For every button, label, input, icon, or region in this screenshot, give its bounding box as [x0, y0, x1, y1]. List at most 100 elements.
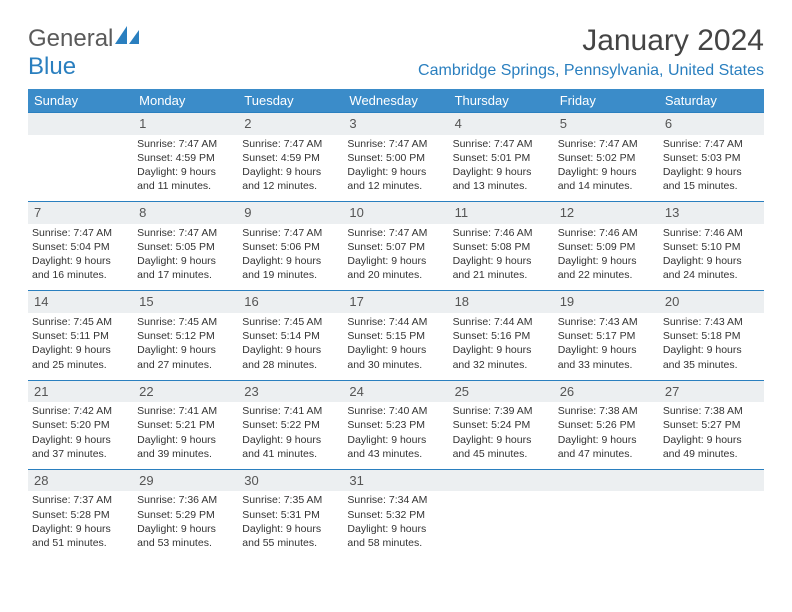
daylight-text-2: and 25 minutes.: [32, 358, 129, 372]
day-number: 22: [133, 380, 238, 402]
sunrise-text: Sunrise: 7:47 AM: [558, 137, 655, 151]
sunset-text: Sunset: 5:02 PM: [558, 151, 655, 165]
sunrise-text: Sunrise: 7:44 AM: [347, 315, 444, 329]
day-number: 3: [343, 113, 448, 135]
day-cell: Sunrise: 7:35 AMSunset: 5:31 PMDaylight:…: [238, 491, 343, 558]
weekday-header: Thursday: [449, 89, 554, 113]
daylight-text: Daylight: 9 hours: [242, 433, 339, 447]
day-number: 31: [343, 469, 448, 491]
daylight-text-2: and 35 minutes.: [663, 358, 760, 372]
daylight-text-2: and 51 minutes.: [32, 536, 129, 550]
day-cell: [28, 135, 133, 202]
daylight-text: Daylight: 9 hours: [32, 254, 129, 268]
weekday-header-row: SundayMondayTuesdayWednesdayThursdayFrid…: [28, 89, 764, 113]
daylight-text-2: and 21 minutes.: [453, 268, 550, 282]
daylight-text: Daylight: 9 hours: [137, 522, 234, 536]
day-number: 9: [238, 202, 343, 224]
month-title: January 2024: [418, 24, 764, 58]
daynum-row: 28293031: [28, 469, 764, 491]
day-number: 28: [28, 469, 133, 491]
day-cell: Sunrise: 7:47 AMSunset: 5:07 PMDaylight:…: [343, 224, 448, 291]
sunrise-text: Sunrise: 7:47 AM: [663, 137, 760, 151]
weekday-header: Wednesday: [343, 89, 448, 113]
daylight-text-2: and 39 minutes.: [137, 447, 234, 461]
daylight-text-2: and 41 minutes.: [242, 447, 339, 461]
weekday-header: Monday: [133, 89, 238, 113]
sunrise-text: Sunrise: 7:38 AM: [558, 404, 655, 418]
day-number: 7: [28, 202, 133, 224]
daylight-text-2: and 24 minutes.: [663, 268, 760, 282]
day-number: 14: [28, 291, 133, 313]
sunrise-text: Sunrise: 7:37 AM: [32, 493, 129, 507]
daylight-text-2: and 12 minutes.: [347, 179, 444, 193]
sunset-text: Sunset: 5:10 PM: [663, 240, 760, 254]
daylight-text-2: and 55 minutes.: [242, 536, 339, 550]
sunset-text: Sunset: 5:16 PM: [453, 329, 550, 343]
day-cell: Sunrise: 7:38 AMSunset: 5:26 PMDaylight:…: [554, 402, 659, 469]
sunset-text: Sunset: 4:59 PM: [242, 151, 339, 165]
daylight-text: Daylight: 9 hours: [663, 433, 760, 447]
sunset-text: Sunset: 4:59 PM: [137, 151, 234, 165]
daylight-text: Daylight: 9 hours: [32, 433, 129, 447]
daylight-text-2: and 17 minutes.: [137, 268, 234, 282]
daylight-text: Daylight: 9 hours: [242, 165, 339, 179]
sunset-text: Sunset: 5:11 PM: [32, 329, 129, 343]
daylight-text-2: and 14 minutes.: [558, 179, 655, 193]
daylight-text-2: and 12 minutes.: [242, 179, 339, 193]
daylight-text-2: and 27 minutes.: [137, 358, 234, 372]
sunrise-text: Sunrise: 7:47 AM: [347, 137, 444, 151]
day-number: 10: [343, 202, 448, 224]
day-cell: Sunrise: 7:47 AMSunset: 5:00 PMDaylight:…: [343, 135, 448, 202]
day-number: 6: [659, 113, 764, 135]
day-number: 19: [554, 291, 659, 313]
day-cell: Sunrise: 7:47 AMSunset: 5:06 PMDaylight:…: [238, 224, 343, 291]
sunrise-text: Sunrise: 7:46 AM: [453, 226, 550, 240]
daylight-text: Daylight: 9 hours: [453, 165, 550, 179]
logo-text: GeneralBlue: [28, 24, 141, 81]
daylight-text: Daylight: 9 hours: [137, 165, 234, 179]
daylight-text: Daylight: 9 hours: [137, 343, 234, 357]
logo-text-gray: General: [28, 25, 113, 52]
day-cell: Sunrise: 7:36 AMSunset: 5:29 PMDaylight:…: [133, 491, 238, 558]
daynum-row: 78910111213: [28, 202, 764, 224]
daylight-text: Daylight: 9 hours: [453, 433, 550, 447]
daylight-text: Daylight: 9 hours: [242, 522, 339, 536]
daylight-text: Daylight: 9 hours: [663, 165, 760, 179]
day-cell: Sunrise: 7:37 AMSunset: 5:28 PMDaylight:…: [28, 491, 133, 558]
sunset-text: Sunset: 5:27 PM: [663, 418, 760, 432]
day-cell: Sunrise: 7:41 AMSunset: 5:21 PMDaylight:…: [133, 402, 238, 469]
sunrise-text: Sunrise: 7:44 AM: [453, 315, 550, 329]
day-number: [659, 469, 764, 491]
daynum-row: 123456: [28, 113, 764, 135]
sunrise-text: Sunrise: 7:35 AM: [242, 493, 339, 507]
sunset-text: Sunset: 5:23 PM: [347, 418, 444, 432]
sunrise-text: Sunrise: 7:42 AM: [32, 404, 129, 418]
daylight-text: Daylight: 9 hours: [453, 254, 550, 268]
day-number: 8: [133, 202, 238, 224]
day-cell: Sunrise: 7:47 AMSunset: 5:02 PMDaylight:…: [554, 135, 659, 202]
daylight-text: Daylight: 9 hours: [347, 165, 444, 179]
day-number: 17: [343, 291, 448, 313]
sunrise-text: Sunrise: 7:43 AM: [558, 315, 655, 329]
day-number: 24: [343, 380, 448, 402]
sunset-text: Sunset: 5:20 PM: [32, 418, 129, 432]
day-number: [28, 113, 133, 135]
day-cell: Sunrise: 7:41 AMSunset: 5:22 PMDaylight:…: [238, 402, 343, 469]
info-row: Sunrise: 7:42 AMSunset: 5:20 PMDaylight:…: [28, 402, 764, 469]
sunset-text: Sunset: 5:22 PM: [242, 418, 339, 432]
sunrise-text: Sunrise: 7:43 AM: [663, 315, 760, 329]
sunrise-text: Sunrise: 7:45 AM: [32, 315, 129, 329]
daylight-text-2: and 30 minutes.: [347, 358, 444, 372]
day-number: 27: [659, 380, 764, 402]
daylight-text-2: and 16 minutes.: [32, 268, 129, 282]
daylight-text: Daylight: 9 hours: [663, 343, 760, 357]
day-cell: Sunrise: 7:45 AMSunset: 5:11 PMDaylight:…: [28, 313, 133, 380]
sunrise-text: Sunrise: 7:47 AM: [242, 226, 339, 240]
day-cell: Sunrise: 7:45 AMSunset: 5:14 PMDaylight:…: [238, 313, 343, 380]
day-cell: Sunrise: 7:44 AMSunset: 5:16 PMDaylight:…: [449, 313, 554, 380]
day-cell: Sunrise: 7:47 AMSunset: 5:03 PMDaylight:…: [659, 135, 764, 202]
daylight-text-2: and 37 minutes.: [32, 447, 129, 461]
day-cell: Sunrise: 7:47 AMSunset: 4:59 PMDaylight:…: [238, 135, 343, 202]
weekday-header: Saturday: [659, 89, 764, 113]
sunset-text: Sunset: 5:12 PM: [137, 329, 234, 343]
